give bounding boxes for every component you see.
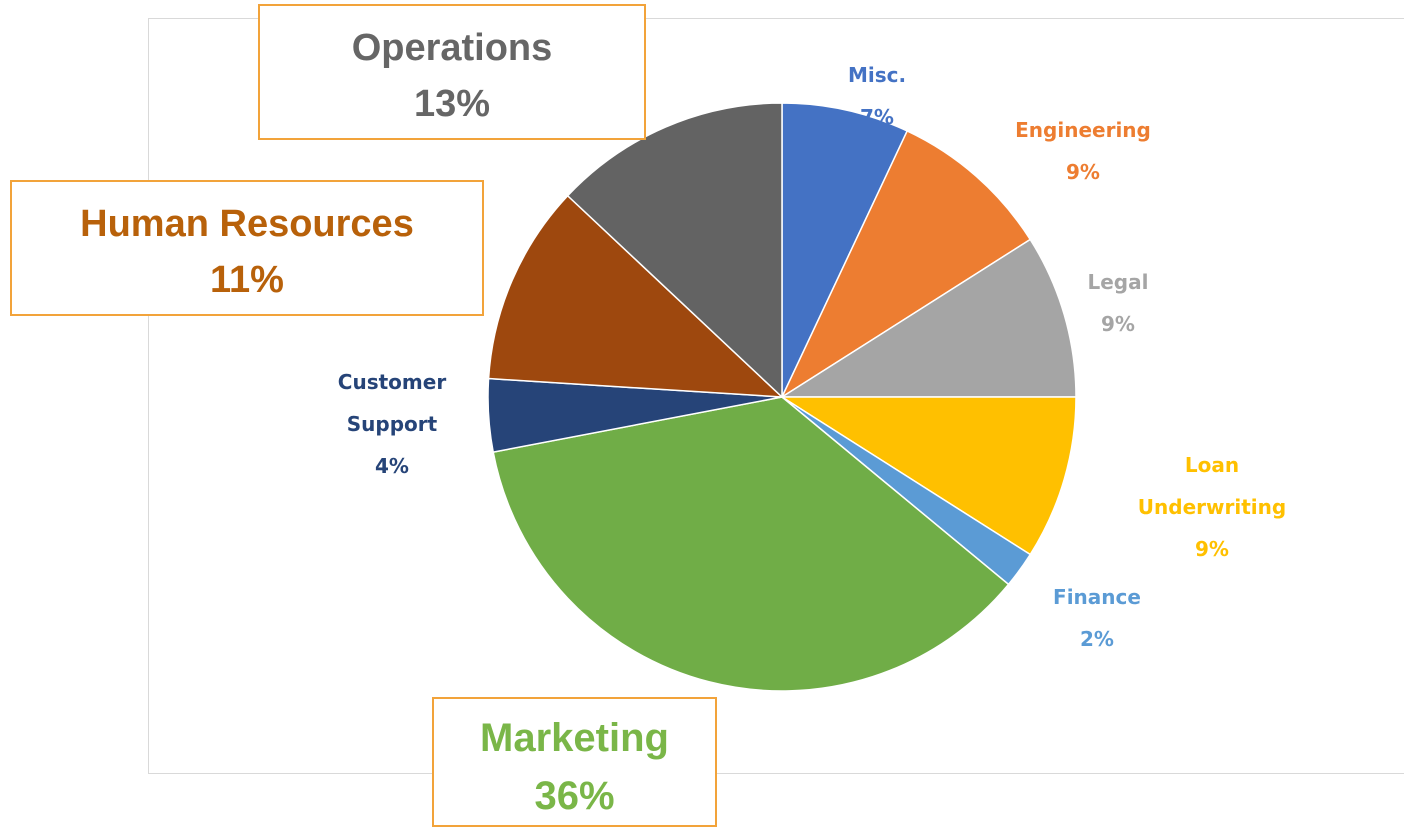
slice-label: Legal 9% [1048, 261, 1188, 345]
pie-slice [779, 238, 1077, 398]
pie-slice [487, 194, 785, 398]
category-name: Engineering [1015, 118, 1151, 142]
value-label: 11% [210, 259, 284, 301]
callout-label: Human Resources 11% [10, 180, 484, 316]
category-name: Operations [351, 27, 553, 69]
callout-label: Operations 13% [258, 4, 646, 140]
slice-label: Engineering 9% [983, 109, 1183, 193]
category-name: Legal [1087, 270, 1149, 294]
pie-slice [566, 102, 783, 399]
slice-label: Misc. 7% [817, 54, 937, 138]
value-label: 2% [1080, 627, 1114, 651]
value-label: 9% [1066, 160, 1100, 184]
callout-label: Marketing 36% [432, 697, 717, 827]
slice-label: Finance 2% [1027, 576, 1167, 660]
category-name: Marketing [480, 716, 669, 760]
value-label: 9% [1195, 537, 1229, 561]
pie-slice [781, 102, 909, 398]
category-name: Misc. [847, 63, 907, 87]
pie-slice [492, 396, 1010, 692]
chart-frame [148, 18, 1404, 774]
pie-slice [779, 396, 1077, 556]
value-label: 7% [860, 105, 894, 129]
pie-slice [780, 129, 1032, 400]
slice-label: Customer Support 4% [322, 361, 462, 487]
category-name: Loan Underwriting [1137, 453, 1287, 519]
value-label: 9% [1101, 312, 1135, 336]
category-name: Human Resources [80, 203, 414, 245]
value-label: 4% [375, 454, 409, 478]
category-name: Finance [1053, 585, 1141, 609]
value-label: 13% [413, 83, 491, 125]
value-label: 36% [534, 774, 615, 818]
category-name: Customer Support [337, 370, 447, 436]
slice-label: Loan Underwriting 9% [1127, 444, 1297, 570]
